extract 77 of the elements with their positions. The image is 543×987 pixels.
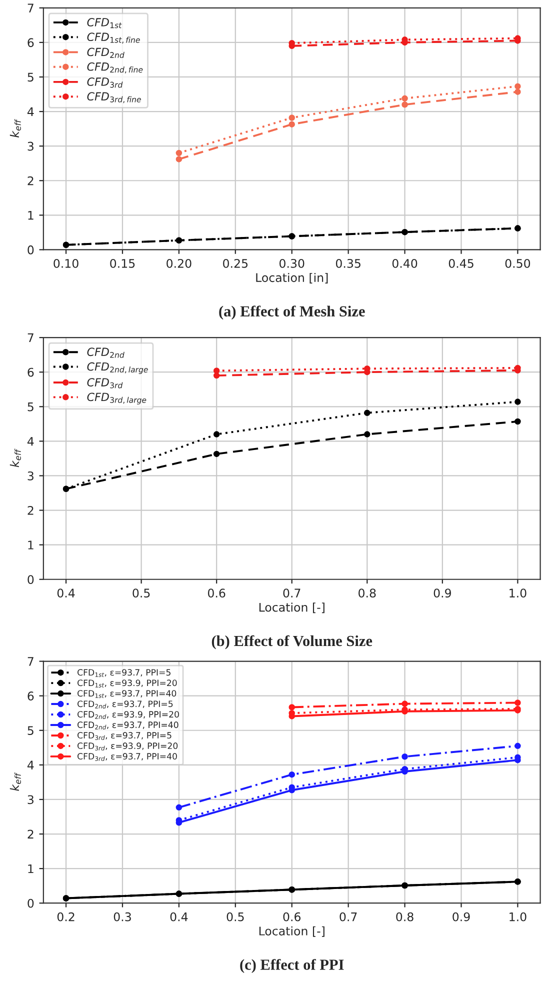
y-tick-label: 1 [28, 864, 34, 874]
y-axis-title: k$_{eff}$ [10, 772, 21, 791]
text: (b) Effect of Volume Size [212, 635, 372, 650]
y-tick-label: 2 [28, 830, 34, 838]
legend-label: CFD$_{3rd}$ [87, 78, 123, 88]
x-tick-label: 0.5 [226, 912, 244, 922]
text: (a) Effect of Mesh Size [219, 306, 365, 320]
x-tick-label: 0.15 [110, 258, 135, 268]
x-tick-label: 0.9 [452, 912, 470, 922]
y-tick-label: 6 [28, 368, 34, 377]
legend-label: CFD$_{3rd}$, ε=93.9, PPI=20 [78, 742, 178, 750]
x-tick-label: 0.35 [336, 258, 360, 268]
y-tick-label: 1 [28, 211, 34, 220]
x-tick-label: 0.9 [434, 588, 451, 598]
x-axis-title: Location [in] [256, 272, 328, 284]
x-tick-label: 0.40 [392, 258, 418, 268]
y-tick-label: 5 [28, 726, 34, 736]
y-tick-label: 5 [28, 402, 34, 412]
y-tick-label: 1 [28, 540, 34, 550]
x-tick-label: 0.6 [208, 588, 226, 598]
y-tick-label: 3 [28, 795, 34, 804]
x-tick-label: 0.30 [280, 258, 304, 268]
legend-label: CFD$_{2nd}$, ε=93.7, PPI=40 [78, 722, 178, 730]
y-tick-label: 6 [28, 692, 34, 700]
x-tick-label: 0.5 [132, 588, 150, 598]
y-tick-label: 4 [27, 107, 34, 116]
legend-label: CFD$_{1st,fine}$ [87, 32, 140, 44]
y-tick-label: 3 [28, 142, 34, 151]
legend-label: CFD$_{2nd,fine}$ [87, 62, 143, 74]
y-axis-title: k$_{eff}$ [10, 119, 21, 138]
legend-label: CFD$_{2nd,large}$ [87, 362, 148, 374]
y-tick-label: 2 [28, 176, 34, 186]
y-tick-label: 7 [28, 4, 34, 12]
x-tick-label: 0.7 [340, 912, 357, 922]
legend-label: CFD$_{2nd}$ [87, 348, 124, 358]
legend-label: CFD$_{2nd}$, ε=93.9, PPI=20 [78, 711, 179, 719]
legend-label: CFD$_{3rd}$, ε=93.7, PPI=5 [78, 732, 172, 740]
y-tick-label: 7 [28, 333, 34, 342]
x-tick-label: 0.25 [223, 258, 248, 268]
x-tick-label: 0.8 [358, 588, 376, 598]
legend-label: CFD$_{1st}$, ε=93.7, PPI=5 [78, 669, 170, 678]
x-axis-title: Location [-] [259, 602, 324, 614]
y-tick-label: 2 [28, 506, 34, 515]
x-tick-label: 0.4 [57, 588, 75, 598]
legend-label: CFD$_{3rd}$ [87, 378, 123, 388]
y-tick-label: 4 [27, 437, 34, 446]
x-tick-label: 1.0 [510, 588, 526, 598]
legend-label: CFD$_{3rd,fine}$ [87, 92, 141, 104]
y-tick-label: 3 [28, 471, 34, 480]
y-tick-label: 6 [28, 38, 34, 48]
x-tick-label: 0.45 [448, 258, 474, 268]
x-tick-label: 0.2 [57, 912, 74, 922]
x-tick-label: 0.8 [396, 912, 414, 922]
x-tick-label: 0.20 [166, 258, 192, 268]
y-tick-label: 0 [28, 898, 34, 908]
legend-label: CFD$_{2nd}$ [87, 48, 124, 58]
legend-label: CFD$_{1st}$ [87, 18, 122, 28]
y-tick-label: 0 [28, 575, 34, 584]
legend-label: CFD$_{1st}$, ε=93.7, PPI=40 [78, 690, 176, 698]
y-tick-label: 5 [28, 72, 34, 82]
y-axis-title: k$_{eff}$ [10, 448, 21, 468]
x-tick-label: 0.10 [54, 258, 78, 268]
x-tick-label: 0.6 [283, 912, 301, 922]
x-tick-label: 0.3 [114, 912, 131, 922]
y-tick-label: 0 [28, 245, 34, 254]
x-tick-label: 1.0 [510, 912, 526, 922]
legend-label: CFD$_{3rd}$, ε=93.7, PPI=40 [78, 753, 177, 761]
x-axis-title: Location [-] [259, 926, 324, 937]
y-tick-label: 7 [28, 657, 34, 666]
x-tick-label: 0.7 [283, 588, 300, 598]
text: (c) Effect of PPI [240, 958, 344, 973]
legend-label: CFD$_{2nd}$, ε=93.7, PPI=5 [78, 700, 173, 708]
y-tick-label: 4 [27, 760, 34, 770]
legend-label: CFD$_{3rd,large}$ [87, 392, 146, 404]
legend-label: CFD$_{1st}$, ε=93.9, PPI=20 [78, 680, 177, 688]
x-tick-label: 0.4 [170, 912, 188, 922]
x-tick-label: 0.50 [505, 258, 530, 268]
